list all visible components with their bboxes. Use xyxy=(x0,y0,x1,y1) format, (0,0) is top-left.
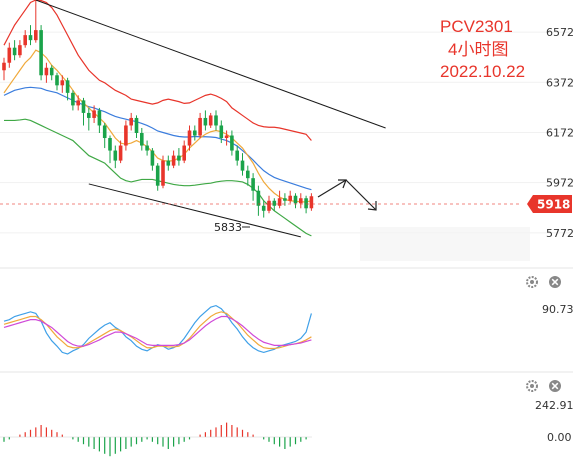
candle-body xyxy=(44,67,49,76)
price-tick-label: 6372 xyxy=(546,76,573,89)
candle-body xyxy=(92,110,96,118)
candle-body xyxy=(155,165,160,186)
candle-body xyxy=(97,110,102,126)
low-price-label: 5833 xyxy=(214,221,242,234)
candle-body xyxy=(87,112,91,118)
oscillator-line xyxy=(3,304,312,355)
candle-body xyxy=(76,100,80,106)
current-price-tag: 5918 xyxy=(527,195,572,213)
price-tick-label: 5772 xyxy=(546,227,573,240)
candle-body xyxy=(288,195,292,201)
candle-body xyxy=(161,160,165,186)
candle-body xyxy=(7,47,12,63)
current-price-label: 5918 xyxy=(537,198,570,212)
candle-body xyxy=(124,125,128,146)
candle-body xyxy=(203,117,208,126)
candle-body xyxy=(193,130,197,136)
price-tick-label: 6572 xyxy=(546,26,573,39)
candle-body xyxy=(2,62,6,71)
price-tick-label: 5972 xyxy=(546,177,573,190)
candle-body xyxy=(65,80,70,93)
candle-body xyxy=(224,135,229,139)
ma-line xyxy=(3,0,312,141)
candle-body xyxy=(304,198,308,209)
candle-body xyxy=(235,150,239,161)
candle-body xyxy=(293,195,298,204)
histogram-settings-gear-icon[interactable] xyxy=(526,380,538,392)
histogram-tick-top: 242.91 xyxy=(535,399,573,412)
candle-body xyxy=(12,47,17,56)
candle-body xyxy=(28,35,33,41)
candle-body xyxy=(18,45,22,56)
moving-average-lines xyxy=(3,0,312,237)
annotation-line1: PCV2301 xyxy=(440,17,513,36)
price-axis: 6572 6372 6172 5972 5772 xyxy=(546,26,573,240)
candle-body xyxy=(240,160,245,171)
candle-body xyxy=(283,198,287,201)
ma-line xyxy=(3,86,312,191)
candle-body xyxy=(81,100,86,113)
candle-body xyxy=(55,75,59,86)
candle-body xyxy=(39,30,43,76)
candle-body xyxy=(267,200,271,211)
annotation-line3: 2022.10.22 xyxy=(440,62,525,81)
oscillator-line xyxy=(3,311,312,350)
oscillator-line xyxy=(3,315,312,347)
oscillator-tick: 90.73 xyxy=(542,303,573,316)
candle-body xyxy=(246,170,250,179)
histogram-tick-zero: 0.00 xyxy=(547,431,572,444)
oscillator-settings-gear-icon[interactable] xyxy=(526,276,538,288)
candle-body xyxy=(256,190,261,206)
candle-body xyxy=(177,155,181,161)
candle-body xyxy=(299,198,303,204)
candle-body xyxy=(208,115,213,126)
trendline xyxy=(88,183,301,238)
candle-body xyxy=(166,160,171,166)
candle-body xyxy=(309,196,314,209)
candle-body xyxy=(129,117,133,126)
trendlines xyxy=(35,0,386,238)
histogram-close-icon[interactable] xyxy=(549,380,561,392)
candle-body xyxy=(118,145,123,161)
candle-body xyxy=(140,133,144,146)
candle-body xyxy=(108,138,112,151)
candle-body xyxy=(277,198,282,206)
annotation-line2: 4小时图 xyxy=(448,40,508,59)
candlestick-series xyxy=(2,0,314,218)
histogram-bars xyxy=(3,422,307,457)
candle-body xyxy=(23,35,27,46)
candle-body xyxy=(272,200,277,206)
blurred-overlay xyxy=(360,227,530,261)
price-tick-label: 6172 xyxy=(546,126,573,139)
candle-body xyxy=(214,115,218,126)
trendline xyxy=(35,0,386,129)
candle-body xyxy=(71,92,75,106)
candle-body xyxy=(182,145,186,161)
candle-body xyxy=(60,80,65,86)
candle-body xyxy=(198,117,202,136)
oscillator-close-icon[interactable] xyxy=(549,276,561,288)
candle-body xyxy=(187,130,192,146)
candle-body xyxy=(261,205,266,211)
oscillator-lines xyxy=(3,304,312,355)
candle-body xyxy=(134,117,139,133)
candle-body xyxy=(251,178,255,191)
candle-body xyxy=(113,150,118,161)
candle-body xyxy=(230,135,234,151)
projection-arrows xyxy=(317,179,377,211)
candle-body xyxy=(49,67,54,76)
candle-body xyxy=(150,150,155,166)
ma-line xyxy=(3,49,312,203)
candle-body xyxy=(219,125,224,139)
candle-body xyxy=(34,30,38,41)
candle-body xyxy=(145,145,149,151)
candle-body xyxy=(171,155,176,166)
candle-body xyxy=(102,125,107,139)
